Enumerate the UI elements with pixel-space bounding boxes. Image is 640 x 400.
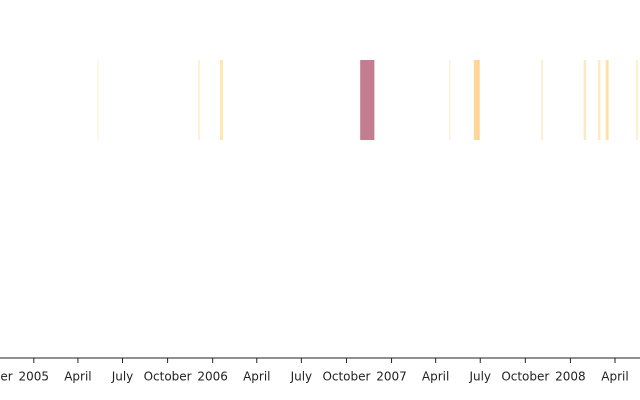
event-bar bbox=[448, 60, 451, 140]
x-tick-label: July bbox=[111, 370, 134, 384]
event-bar bbox=[583, 60, 587, 140]
x-tick-label: October bbox=[501, 370, 549, 384]
x-tick-label: April bbox=[601, 370, 628, 384]
x-tick-label: April bbox=[64, 370, 91, 384]
x-tick-label: 2005 bbox=[19, 370, 50, 384]
x-tick-label: July bbox=[468, 370, 491, 384]
x-tick-label: October bbox=[322, 370, 370, 384]
event-bar bbox=[541, 60, 543, 140]
x-tick-label: 2006 bbox=[197, 370, 228, 384]
event-bar bbox=[605, 60, 609, 140]
event-bar bbox=[220, 60, 223, 140]
event-bar bbox=[636, 60, 639, 140]
event-bar bbox=[97, 60, 99, 140]
x-tick-label: October bbox=[0, 370, 13, 384]
event-bar bbox=[597, 60, 601, 140]
x-tick-label: July bbox=[290, 370, 313, 384]
x-tick-label: October bbox=[144, 370, 192, 384]
x-tick-label: 2007 bbox=[376, 370, 407, 384]
x-tick-label: April bbox=[243, 370, 270, 384]
x-tick-label: April bbox=[422, 370, 449, 384]
event-bar bbox=[473, 60, 480, 140]
event-bar bbox=[197, 60, 200, 140]
event-bar bbox=[360, 60, 375, 140]
x-tick-label: 2008 bbox=[555, 370, 586, 384]
